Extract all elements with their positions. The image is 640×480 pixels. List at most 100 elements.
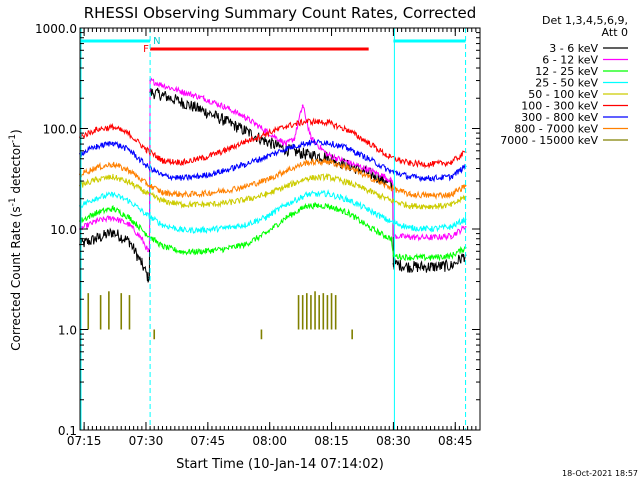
series-3-point-16 bbox=[388, 220, 391, 222]
series-1-point-22 bbox=[392, 235, 395, 237]
series-4-point-13 bbox=[326, 175, 329, 178]
series-2-point-11 bbox=[285, 216, 288, 219]
series-6-line bbox=[79, 138, 467, 183]
y-axis-label-sup1: -1 bbox=[8, 197, 18, 206]
series-7-point-20 bbox=[464, 184, 467, 187]
series-7-point-17 bbox=[408, 193, 411, 196]
series-2-point-1 bbox=[95, 211, 98, 214]
series-6-point-9 bbox=[244, 163, 246, 166]
series-7-point-9 bbox=[244, 185, 246, 188]
series-2 bbox=[79, 201, 467, 262]
series-4-point-9 bbox=[244, 198, 246, 201]
series-6-point-18 bbox=[429, 177, 432, 180]
series-7-point-19 bbox=[450, 193, 453, 196]
series-7-line bbox=[79, 157, 467, 201]
series-6-point-5 bbox=[161, 174, 164, 177]
series-5-point-18 bbox=[429, 163, 432, 166]
series-2-point-16 bbox=[384, 235, 387, 237]
series-7-point-13 bbox=[326, 160, 329, 163]
series-6-point-10 bbox=[264, 156, 267, 158]
series-1-point-17 bbox=[326, 153, 329, 156]
series-4-line bbox=[79, 172, 467, 211]
series-7-point-16 bbox=[388, 186, 391, 189]
series-6-point-17 bbox=[408, 175, 411, 178]
series-0-point-18 bbox=[384, 180, 387, 182]
series-3-point-20 bbox=[464, 218, 467, 221]
y-tick-label-4: 1000.0 bbox=[35, 22, 77, 36]
series-5-point-6 bbox=[182, 161, 184, 164]
series-3-point-3 bbox=[128, 200, 131, 202]
series-2-point-4 bbox=[145, 232, 147, 235]
series-2-point-14 bbox=[347, 211, 349, 214]
series-5-point-8 bbox=[223, 149, 226, 152]
y-axis-label-end: ) bbox=[9, 129, 23, 134]
legend-entry-4: 50 - 100 keV bbox=[528, 88, 598, 101]
series-3-line bbox=[79, 189, 467, 235]
x-tick-label-2: 07:45 bbox=[191, 434, 226, 448]
legend-entry-2: 12 - 25 keV bbox=[535, 65, 598, 78]
series-7-point-12 bbox=[305, 161, 308, 164]
series-2-point-15 bbox=[367, 225, 370, 228]
x-axis-label: Start Time (10-Jan-14 07:14:02) bbox=[176, 457, 384, 472]
series-4-point-1 bbox=[95, 178, 98, 181]
series-3 bbox=[79, 189, 467, 235]
series-0-point-8 bbox=[182, 101, 184, 104]
series-3-point-5 bbox=[161, 223, 164, 226]
series-6-point-14 bbox=[347, 147, 349, 150]
series-2-point-7 bbox=[202, 250, 205, 253]
series-0-point-12 bbox=[264, 140, 267, 142]
series-1-point-20 bbox=[384, 175, 387, 178]
x-tick-label-1: 07:30 bbox=[129, 434, 164, 448]
y-axis-label: Corrected Count Rate (s-1 detector-1) bbox=[8, 129, 23, 350]
series-layer bbox=[79, 77, 467, 340]
series-3-point-12 bbox=[305, 193, 308, 196]
series-4-point-11 bbox=[285, 185, 288, 188]
series-0-point-4 bbox=[140, 262, 143, 265]
series-1-point-16 bbox=[310, 137, 312, 140]
legend-header-1: Det 1,3,4,5,6,9, bbox=[542, 14, 628, 27]
series-0-point-23 bbox=[450, 264, 453, 267]
series-7-point-3 bbox=[128, 169, 131, 172]
series-5-point-17 bbox=[408, 162, 411, 165]
series-4-point-3 bbox=[128, 181, 131, 184]
series-1-point-2 bbox=[112, 216, 114, 219]
y-axis-label-main: Corrected Count Rate (s bbox=[9, 206, 23, 350]
series-5-point-19 bbox=[450, 161, 453, 164]
series-4-point-2 bbox=[112, 175, 114, 178]
series-4-point-12 bbox=[305, 177, 308, 180]
series-3-point-1 bbox=[95, 196, 98, 199]
series-2-point-2 bbox=[112, 207, 114, 210]
x-tick-label-4: 08:15 bbox=[314, 434, 349, 448]
x-tick-label-5: 08:30 bbox=[376, 434, 411, 448]
series-7-point-14 bbox=[347, 166, 349, 169]
y-tick-label-0: 0.1 bbox=[58, 424, 77, 438]
series-5-point-3 bbox=[128, 133, 131, 135]
series-6-point-13 bbox=[326, 141, 329, 144]
series-2-line bbox=[79, 201, 466, 262]
series-7-point-8 bbox=[223, 189, 226, 192]
series-4-point-7 bbox=[202, 203, 205, 206]
series-3-point-19 bbox=[450, 225, 453, 228]
series-1-point-5 bbox=[147, 250, 149, 253]
series-4-point-18 bbox=[429, 205, 432, 208]
x-tick-label-6: 08:45 bbox=[438, 434, 473, 448]
series-2-point-20 bbox=[429, 256, 432, 259]
series-1-point-24 bbox=[429, 236, 432, 239]
legend-entry-7: 800 - 7000 keV bbox=[514, 123, 598, 136]
series-6-point-4 bbox=[145, 164, 147, 167]
series-7-point-7 bbox=[202, 192, 205, 195]
legend-entry-0: 3 - 6 keV bbox=[549, 42, 598, 55]
series-3-point-9 bbox=[244, 223, 246, 226]
series-3-point-11 bbox=[285, 203, 288, 206]
footer-date: 18-Oct-2021 18:57 bbox=[562, 469, 638, 478]
series-7-point-2 bbox=[112, 163, 114, 166]
series-4-point-5 bbox=[161, 200, 164, 202]
series-7-point-5 bbox=[161, 191, 164, 194]
series-1-point-14 bbox=[293, 137, 296, 140]
series-1-point-8 bbox=[182, 91, 184, 94]
x-tick-label-0: 07:15 bbox=[67, 434, 102, 448]
series-3-point-2 bbox=[112, 193, 114, 196]
series-3-point-7 bbox=[202, 228, 205, 231]
series-0-point-7 bbox=[161, 94, 164, 96]
